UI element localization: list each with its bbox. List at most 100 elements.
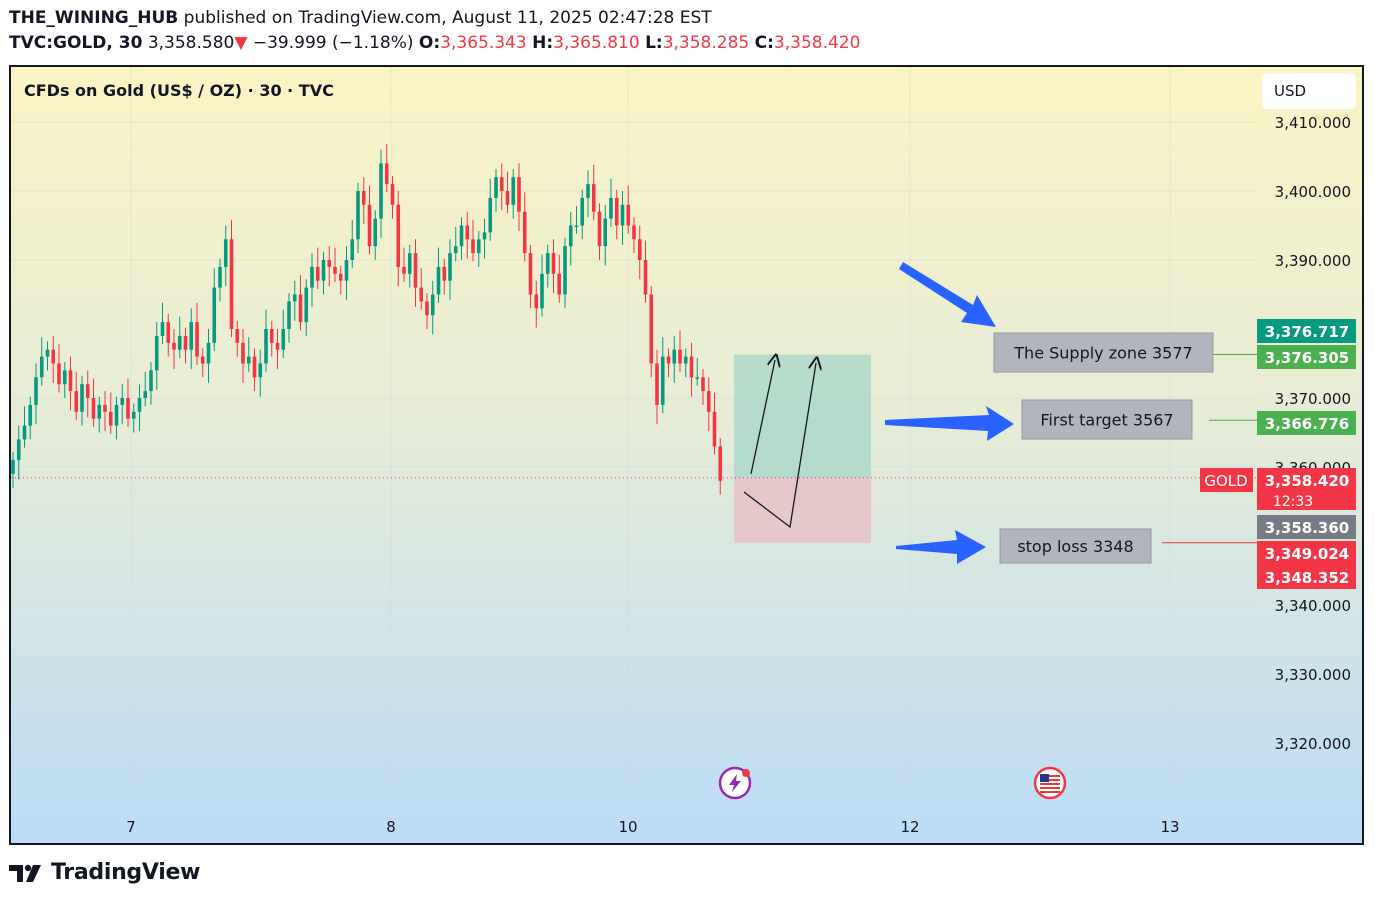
- author-name[interactable]: THE_WINING_HUB: [9, 8, 179, 28]
- candle-body: [206, 342, 211, 364]
- price-badge: [1257, 345, 1356, 369]
- candle-body: [39, 356, 44, 378]
- candle-body: [614, 197, 619, 226]
- candle-body: [459, 225, 464, 247]
- symbol-label: TVC:GOLD, 30: [9, 33, 143, 53]
- candle-body: [287, 301, 291, 329]
- candle-body: [235, 329, 240, 343]
- candle-body: [712, 411, 717, 447]
- candle-body: [304, 287, 309, 323]
- candle-body: [402, 266, 406, 274]
- annotation-label: stop loss 3348: [1017, 537, 1133, 556]
- candle-body: [551, 253, 556, 274]
- price-badge: [1257, 468, 1356, 510]
- price-change: −39.999 (−1.18%): [252, 33, 414, 53]
- y-axis-tick-label: 3,400.000: [1275, 183, 1351, 201]
- candle-body: [292, 294, 297, 302]
- price-badge-label: 3,358.420: [1265, 472, 1349, 490]
- candle-body: [563, 246, 567, 295]
- flag-stripe: [1040, 783, 1060, 785]
- ohlc-header: TVC:GOLD, 30 3,358.580▼ −39.999 (−1.18%)…: [9, 33, 860, 53]
- y-axis-tick-label: 3,410.000: [1275, 114, 1351, 132]
- callout-arrow: [885, 406, 1014, 441]
- chart-canvas[interactable]: The Supply zone 3577 First target 3567 sto…: [11, 67, 1362, 843]
- candle-body: [632, 225, 636, 240]
- y-axis-tick-label: 3,340.000: [1275, 597, 1351, 615]
- y-axis-tick-label: 3,390.000: [1275, 252, 1351, 270]
- open-label: O:: [418, 33, 441, 53]
- annotation-box[interactable]: [1021, 399, 1193, 440]
- candle-body: [436, 266, 441, 295]
- candle-body: [482, 232, 487, 240]
- candle-body: [183, 335, 188, 350]
- candle-body: [241, 342, 245, 364]
- sketch-arrow-line: [750, 360, 775, 475]
- candle-body: [143, 391, 148, 398]
- last-price: 3,358.580: [147, 33, 235, 53]
- candle-body: [321, 260, 326, 281]
- candle-body: [281, 329, 286, 350]
- lightning-bolt-icon: [729, 774, 741, 792]
- candle-body: [97, 404, 102, 419]
- candle-body: [683, 356, 688, 364]
- lightning-event-icon[interactable]: [718, 766, 752, 800]
- candle-body: [655, 363, 659, 405]
- candle-body: [166, 322, 171, 343]
- candle-body: [430, 294, 435, 316]
- currency-button[interactable]: USD: [1262, 73, 1356, 109]
- notification-dot: [742, 769, 750, 777]
- x-axis-tick-label: 7: [126, 818, 136, 836]
- target-zone: [734, 354, 871, 478]
- low-value: 3,358.285: [662, 33, 750, 53]
- stop-zone: [734, 477, 871, 543]
- tradingview-brand: TradingView: [51, 860, 201, 885]
- published-text: published on TradingView.com, August 11,…: [183, 8, 712, 28]
- annotation-box[interactable]: [993, 332, 1214, 373]
- candle-body: [315, 266, 320, 281]
- callout-arrow: [896, 530, 986, 564]
- candle-body: [103, 404, 107, 412]
- candle-body: [45, 349, 50, 357]
- price-badge-label: 3,358.360: [1265, 519, 1349, 537]
- chart-panel[interactable]: The Supply zone 3577 First target 3567 sto…: [9, 65, 1364, 845]
- candle-body: [425, 301, 429, 316]
- candle-body: [298, 294, 303, 323]
- us-flag-icon[interactable]: [1033, 766, 1067, 800]
- candle-body: [557, 273, 562, 295]
- high-label: H:: [532, 33, 554, 53]
- candle-body: [643, 260, 648, 295]
- price-badge: [1257, 319, 1356, 343]
- tradingview-logo[interactable]: TradingView: [9, 860, 200, 885]
- candle-body: [649, 294, 654, 364]
- candle-body: [212, 287, 217, 343]
- candle-body: [327, 260, 332, 267]
- candle-body: [154, 335, 159, 371]
- candle-body: [626, 204, 631, 226]
- candle-body: [68, 370, 73, 392]
- candle-body: [114, 404, 119, 426]
- price-badge: [1257, 411, 1356, 435]
- annotation-label: The Supply zone 3577: [1013, 344, 1192, 363]
- candle-body: [11, 460, 15, 474]
- candle-body: [22, 425, 27, 440]
- candle-body: [91, 398, 96, 419]
- candle-body: [407, 253, 412, 274]
- candle-body: [229, 239, 234, 329]
- annotation-box[interactable]: [999, 528, 1152, 564]
- candle-body: [453, 246, 458, 254]
- candle-body: [310, 266, 314, 288]
- price-badge: [1257, 541, 1356, 565]
- candle-body: [517, 177, 521, 212]
- candle-body: [522, 211, 527, 254]
- flag-stripe: [1040, 775, 1060, 777]
- candle-body: [597, 211, 602, 247]
- candle-body: [689, 356, 694, 378]
- flag-stripe: [1040, 787, 1060, 789]
- candle-body: [344, 260, 349, 281]
- flag-stripe: [1040, 779, 1060, 781]
- publish-header: THE_WINING_HUB published on TradingView.…: [9, 8, 712, 28]
- candle-body: [471, 239, 475, 254]
- candle-body: [200, 356, 205, 364]
- candle-body: [120, 398, 125, 405]
- candle-body: [16, 439, 21, 461]
